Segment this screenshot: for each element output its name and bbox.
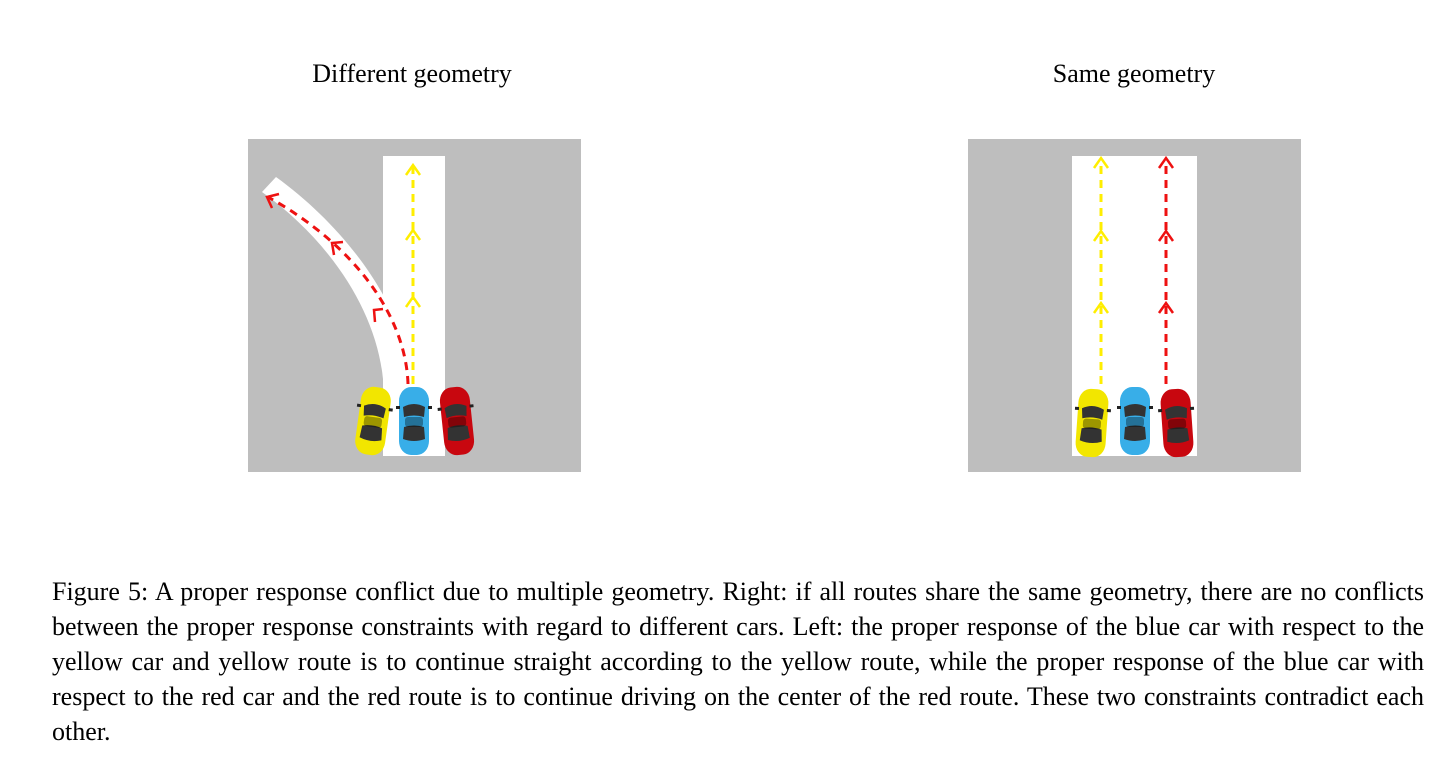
red-route-arrows (265, 192, 384, 323)
figure-caption: Figure 5: A proper response conflict due… (52, 577, 1424, 746)
yellow-route-arrows (1092, 155, 1110, 314)
curved-road (262, 177, 410, 456)
blue-car (396, 387, 432, 455)
left-panel-title: Different geometry (312, 59, 512, 88)
blue-car (1117, 387, 1153, 455)
same-geometry-diagram (968, 139, 1301, 472)
red-route-arrows (1157, 155, 1175, 314)
right-panel-title: Same geometry (1052, 59, 1216, 88)
yellow-route-arrows (404, 162, 422, 308)
different-geometry-diagram (248, 139, 581, 472)
